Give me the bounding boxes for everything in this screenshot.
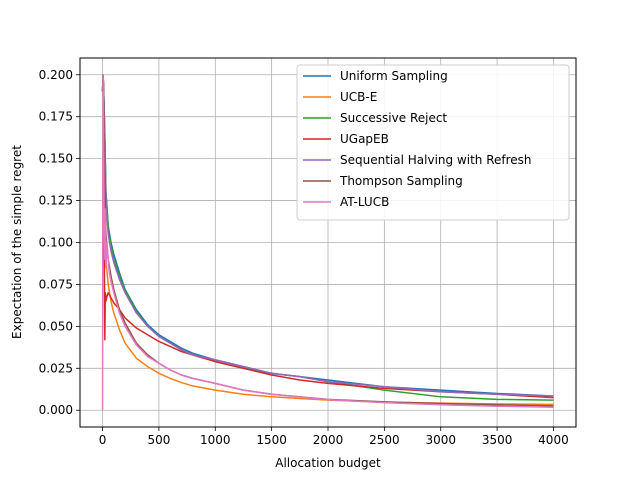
legend-label: AT-LUCB xyxy=(340,195,389,209)
y-tick-label: 0.100 xyxy=(39,236,73,250)
x-tick-label: 2000 xyxy=(313,433,344,447)
legend-label: UCB-E xyxy=(340,90,377,104)
legend-label: Sequential Halving with Refresh xyxy=(340,153,532,167)
y-tick-label: 0.000 xyxy=(39,403,73,417)
legend-box xyxy=(296,64,570,221)
legend-label: UGapEB xyxy=(340,132,389,146)
y-tick-label: 0.025 xyxy=(39,361,73,375)
x-tick-label: 1000 xyxy=(200,433,231,447)
y-tick-label: 0.150 xyxy=(39,152,73,166)
y-axis-ticks: 0.000 0.025 0.050 0.075 0.100 0.125 0.150 0.175… xyxy=(39,68,80,417)
series-line-ugapeb xyxy=(101,74,554,399)
x-tick-label: 3000 xyxy=(425,433,456,447)
y-tick-label: 0.075 xyxy=(39,277,73,291)
y-axis-label: Expectation of the simple regret xyxy=(10,145,24,339)
y-tick-label: 0.125 xyxy=(39,194,73,208)
legend-label: Successive Reject xyxy=(340,111,447,125)
x-axis-ticks: 0 500 1000 1500 2000 2500 3000 3500 4000 xyxy=(99,427,569,447)
x-tick-label: 0 xyxy=(99,433,107,447)
x-axis-label: Allocation budget xyxy=(275,456,381,470)
x-tick-label: 2500 xyxy=(369,433,400,447)
x-tick-label: 4000 xyxy=(538,433,569,447)
x-tick-label: 1500 xyxy=(256,433,287,447)
series-lines xyxy=(101,74,554,411)
legend-label: Uniform Sampling xyxy=(340,69,448,83)
legend: Uniform Sampling UCB-E Successive Reject UG… xyxy=(296,64,570,221)
series-line-at-lucb xyxy=(101,74,554,411)
y-tick-label: 0.050 xyxy=(39,319,73,333)
x-tick-label: 500 xyxy=(147,433,170,447)
y-tick-label: 0.175 xyxy=(39,110,73,124)
x-tick-label: 3500 xyxy=(482,433,513,447)
legend-label: Thompson Sampling xyxy=(339,174,463,188)
y-tick-label: 0.200 xyxy=(39,68,73,82)
